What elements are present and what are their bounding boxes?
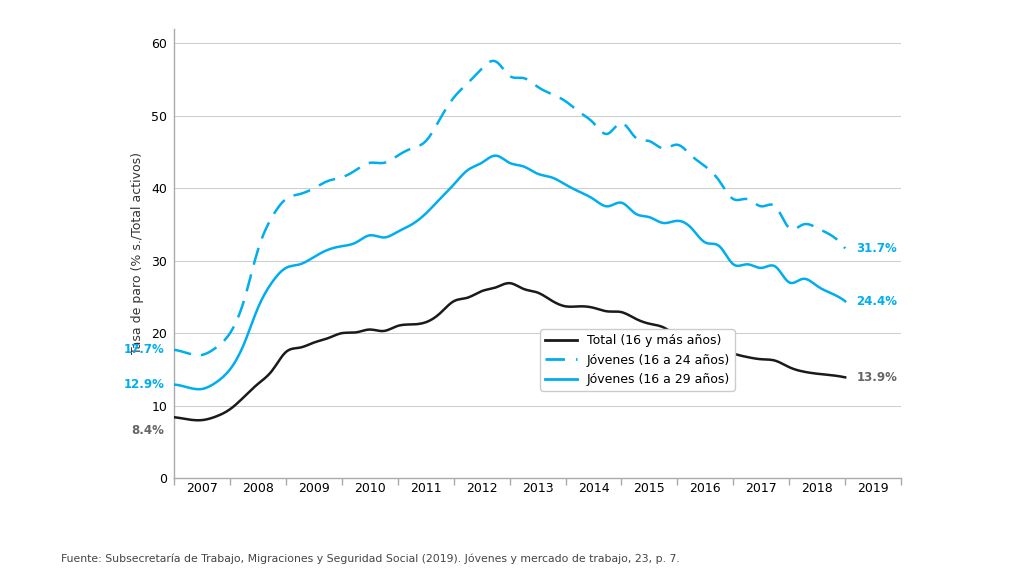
Text: 17.7%: 17.7%	[124, 343, 165, 357]
Text: Fuente: Subsecretaría de Trabajo, Migraciones y Seguridad Social (2019). Jóvenes: Fuente: Subsecretaría de Trabajo, Migrac…	[61, 554, 680, 564]
Y-axis label: Tasa de paro (% s./Total activos): Tasa de paro (% s./Total activos)	[131, 153, 144, 354]
Text: 31.7%: 31.7%	[856, 242, 897, 255]
Text: 13.9%: 13.9%	[856, 371, 897, 384]
Text: 12.9%: 12.9%	[124, 378, 165, 391]
Text: 8.4%: 8.4%	[131, 424, 165, 437]
Legend: Total (16 y más años), Jóvenes (16 a 24 años), Jóvenes (16 a 29 años): Total (16 y más años), Jóvenes (16 a 24 …	[541, 329, 735, 391]
Text: 24.4%: 24.4%	[856, 295, 897, 308]
